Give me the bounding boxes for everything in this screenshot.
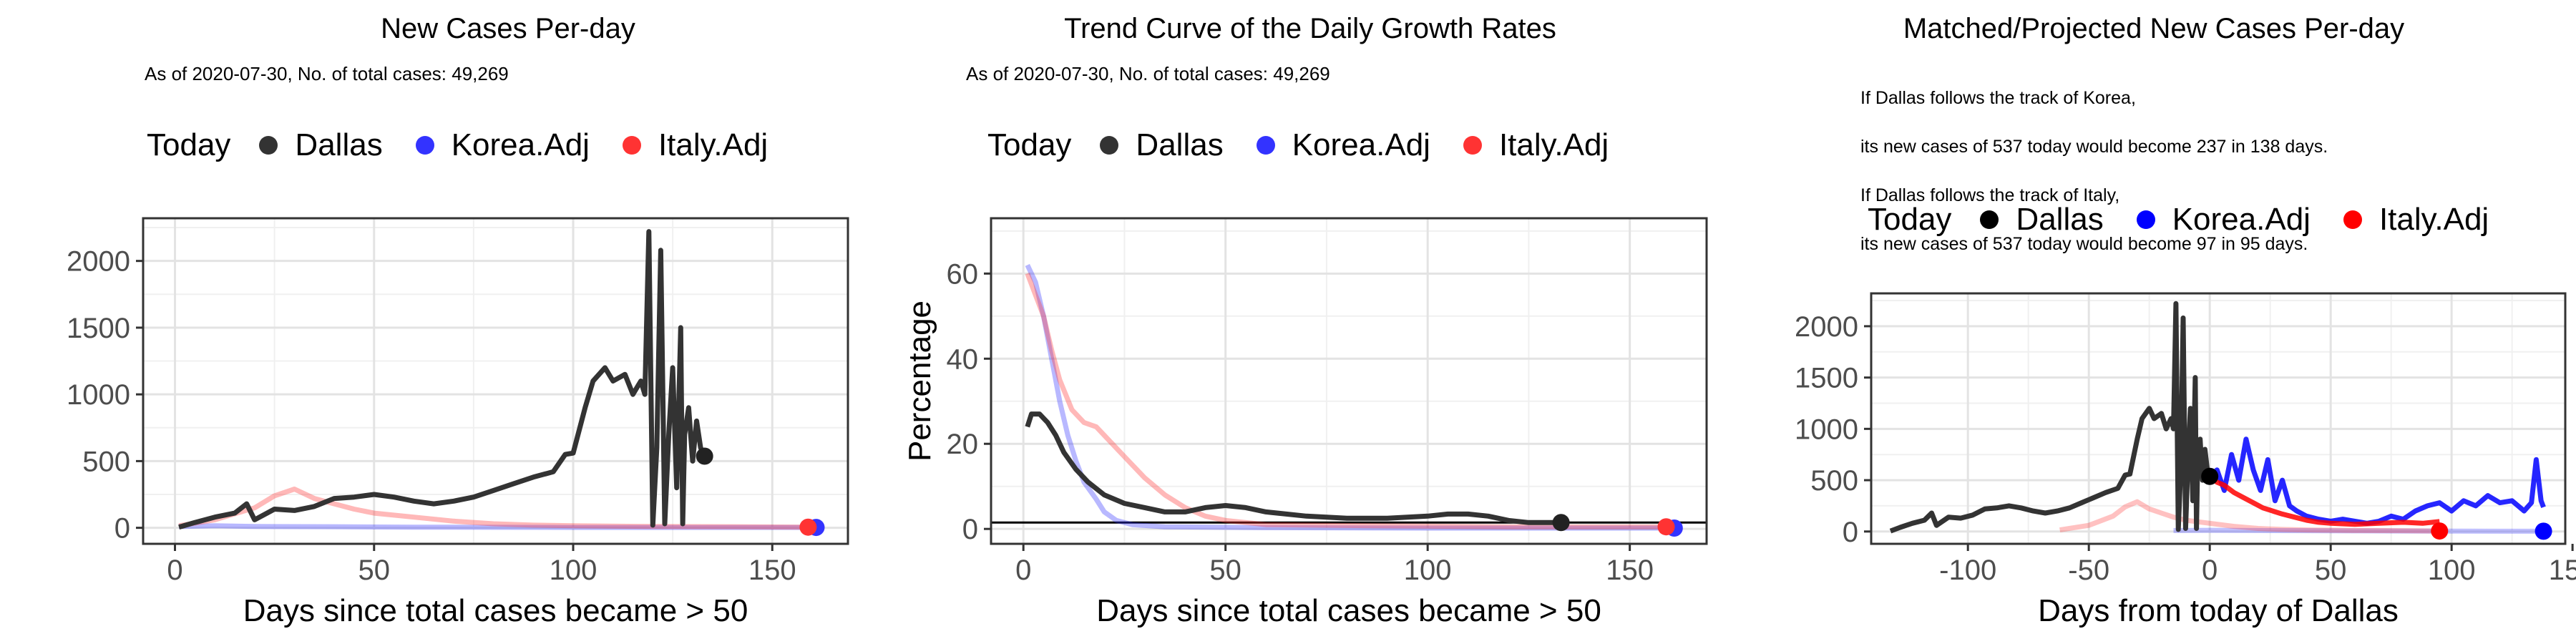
chart-panel-3: Matched/Projected New Cases Per-day If D… bbox=[1717, 0, 2576, 644]
y-tick-label: 2000 bbox=[67, 246, 130, 278]
chart-panel-2: Trend Curve of the Daily Growth Rates As… bbox=[859, 0, 1717, 644]
series-line-korea-adj-history bbox=[2173, 527, 2544, 534]
plot-background bbox=[991, 218, 1707, 544]
x-tick-label: 150 bbox=[2549, 555, 2576, 586]
legend-label-dallas: Dallas bbox=[295, 127, 383, 162]
series-line-italy-adj bbox=[178, 487, 809, 530]
today-point-italy-adj bbox=[1657, 518, 1675, 536]
x-axis-label: Days since total cases became > 50 bbox=[1096, 593, 1601, 628]
series-line-dallas bbox=[1025, 411, 1561, 525]
series-line-dallas bbox=[178, 229, 707, 530]
subtitle-line: If Dallas follows the track of Korea, bbox=[1860, 88, 2136, 108]
chart-subtitle: If Dallas follows the track of Korea, it… bbox=[1860, 62, 2328, 280]
legend-label-dallas: Dallas bbox=[2016, 202, 2104, 237]
today-point-italy-adj bbox=[799, 518, 817, 536]
chart-subtitle: As of 2020-07-30, No. of total cases: 49… bbox=[145, 63, 509, 84]
x-tick-label: 150 bbox=[1606, 555, 1654, 586]
x-axis-label: Days since total cases became > 50 bbox=[243, 593, 748, 628]
x-tick-label: 0 bbox=[167, 555, 182, 586]
x-tick-label: 50 bbox=[2315, 555, 2347, 586]
chart-title: Trend Curve of the Daily Growth Rates bbox=[1064, 13, 1556, 44]
y-axis-label: Percentage bbox=[902, 301, 937, 462]
legend-dot-italy bbox=[1463, 136, 1482, 155]
x-tick-label: 0 bbox=[1015, 555, 1031, 586]
x-tick-label: -100 bbox=[1939, 555, 1996, 586]
y-tick-label: 500 bbox=[82, 446, 130, 477]
chart-legend: Today Dallas Korea.Adj Italy.Adj bbox=[1868, 202, 2522, 238]
y-tick-label: 0 bbox=[1843, 517, 1858, 548]
plot-frame bbox=[142, 217, 849, 545]
plot-frame bbox=[1870, 292, 2567, 545]
legend-label-italy: Italy.Adj bbox=[2379, 202, 2489, 237]
legend-dot-korea bbox=[1256, 136, 1275, 155]
chart-subtitle: As of 2020-07-30, No. of total cases: 49… bbox=[966, 63, 1330, 84]
legend-label-italy: Italy.Adj bbox=[1498, 127, 1609, 162]
x-tick-label: 0 bbox=[2202, 555, 2218, 586]
plot-background bbox=[1871, 293, 2565, 544]
chart-panel-1: New Cases Per-day As of 2020-07-30, No. … bbox=[0, 0, 859, 644]
legend-label-italy: Italy.Adj bbox=[658, 127, 769, 162]
legend-dot-dallas bbox=[1100, 136, 1119, 155]
x-tick-label: 100 bbox=[550, 555, 597, 586]
legend-label-korea: Korea.Adj bbox=[1292, 127, 1430, 162]
legend-dot-dallas bbox=[259, 136, 278, 155]
legend-dot-dallas bbox=[1980, 210, 1999, 229]
subtitle-line: its new cases of 537 today would become … bbox=[1860, 234, 2308, 254]
x-tick-label: 100 bbox=[2428, 555, 2476, 586]
chart-legend: Today Dallas Korea.Adj Italy.Adj bbox=[147, 127, 801, 163]
legend-label-korea: Korea.Adj bbox=[451, 127, 590, 162]
y-tick-label: 60 bbox=[947, 258, 979, 290]
x-tick-label: 150 bbox=[748, 555, 796, 586]
chart-plot-3: -100-500501001500500100015002000Days fro… bbox=[1795, 292, 2576, 628]
legend-label-korea: Korea.Adj bbox=[2172, 202, 2311, 237]
legend-dot-italy bbox=[622, 136, 641, 155]
legend-title: Today bbox=[987, 127, 1072, 162]
chart-title: New Cases Per-day bbox=[381, 13, 635, 44]
series-line-korea-adj bbox=[1025, 263, 1674, 531]
legend-dot-italy bbox=[2343, 210, 2362, 229]
legend-title: Today bbox=[147, 127, 231, 162]
plot-frame bbox=[990, 217, 1708, 545]
y-tick-label: 20 bbox=[947, 429, 979, 460]
today-point-italy-adj bbox=[2431, 522, 2449, 540]
series-line-dallas bbox=[1889, 301, 2212, 534]
subtitle-line: If Dallas follows the track of Italy, bbox=[1860, 185, 2120, 205]
x-tick-label: -50 bbox=[2068, 555, 2109, 586]
y-tick-label: 500 bbox=[1810, 465, 1858, 497]
y-tick-label: 1500 bbox=[67, 313, 130, 344]
series-line-italy-adj bbox=[2208, 474, 2440, 527]
y-tick-label: 1000 bbox=[67, 379, 130, 411]
today-point-dallas bbox=[696, 447, 713, 465]
x-tick-label: 100 bbox=[1404, 555, 1452, 586]
legend-label-dallas: Dallas bbox=[1136, 127, 1224, 162]
subtitle-line: its new cases of 537 today would become … bbox=[1860, 137, 2328, 157]
today-point-dallas bbox=[2201, 467, 2219, 485]
legend-title: Today bbox=[1868, 202, 1952, 237]
y-tick-label: 40 bbox=[947, 343, 979, 375]
chart-legend: Today Dallas Korea.Adj Italy.Adj bbox=[987, 127, 1641, 163]
y-tick-label: 0 bbox=[962, 514, 978, 545]
y-tick-label: 1500 bbox=[1795, 363, 1858, 394]
x-tick-label: 50 bbox=[358, 555, 391, 586]
legend-dot-korea bbox=[415, 136, 434, 155]
x-tick-label: 50 bbox=[1209, 555, 1241, 586]
series-line-italy-adj bbox=[1025, 273, 1667, 530]
today-point-korea-adj bbox=[2534, 522, 2552, 540]
x-axis-label: Days from today of Dallas bbox=[2038, 593, 2399, 628]
y-tick-label: 1000 bbox=[1795, 414, 1858, 445]
y-tick-label: 2000 bbox=[1795, 311, 1858, 343]
today-point-dallas bbox=[1552, 514, 1570, 532]
y-tick-label: 0 bbox=[114, 513, 130, 545]
legend-dot-korea bbox=[2136, 210, 2155, 229]
series-line-korea-adj bbox=[179, 523, 816, 530]
chart-title: Matched/Projected New Cases Per-day bbox=[1903, 13, 2405, 44]
chart-plot-2: 0 50 100 150 0 20 40 60 Days since total cases b… bbox=[902, 217, 1708, 628]
